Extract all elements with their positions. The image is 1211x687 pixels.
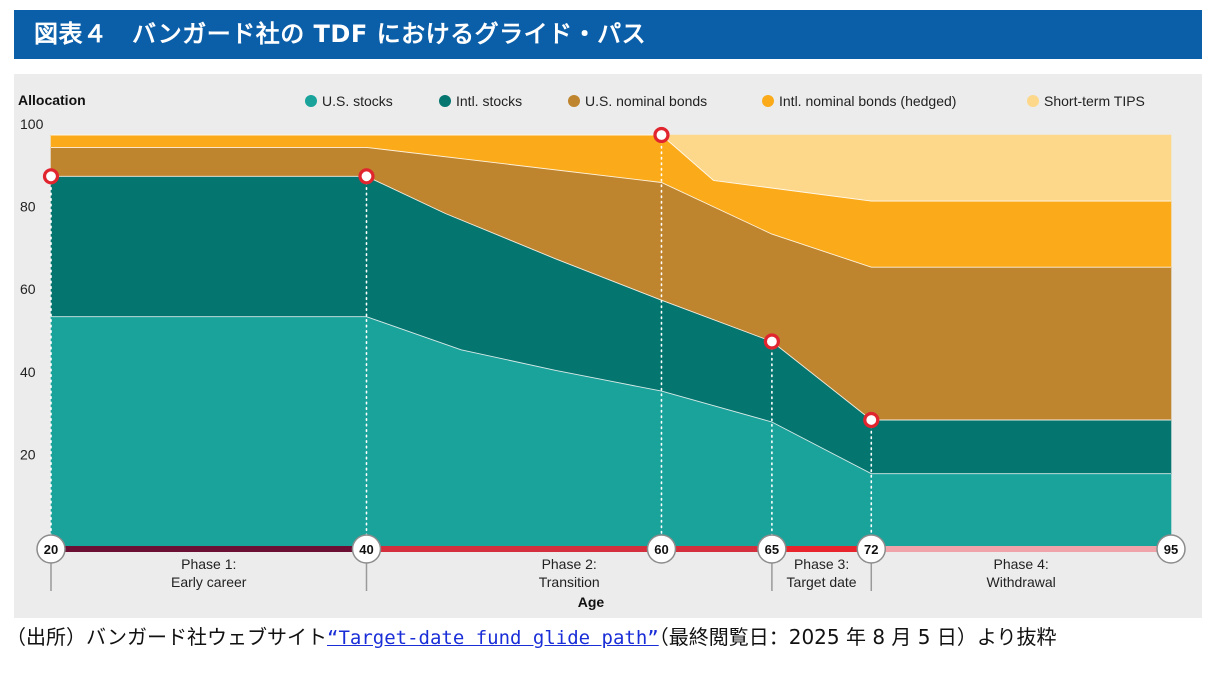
y-tick-label: 100 (20, 116, 44, 132)
phase-label-name-4: Withdrawal (987, 574, 1056, 590)
legend-swatch-4 (762, 95, 774, 107)
source-link[interactable]: “Target-date fund glide path” (327, 627, 659, 649)
phase-label-name-3: Target date (787, 574, 857, 590)
legend: U.S. stocks Intl. stocks U.S. nominal bond… (305, 93, 1145, 109)
y-tick-label: 20 (20, 446, 36, 462)
marker-layer (42, 126, 880, 429)
series-boundary-line (51, 134, 1171, 202)
age-axis: 20 40 60 65 72 95 (36, 534, 1186, 564)
legend-swatch-2 (439, 95, 451, 107)
age-circle-72 (856, 534, 887, 564)
series-boundary-line (51, 146, 1171, 268)
phase-label-title-3: Phase 3: (794, 556, 849, 572)
chart-panel: 20 40 60 80 100 U.S. stocks Intl. stocks U.S. … (14, 74, 1202, 618)
legend-swatch-1 (305, 95, 317, 107)
series-boundary-line (51, 175, 1171, 421)
age-label-40: 40 (359, 542, 373, 557)
figure-title: 図表４ バンガード社の TDF におけるグライド・パス (34, 20, 647, 48)
phase-label-name-1: Early career (171, 574, 247, 590)
phase-label-title-2: Phase 2: (542, 556, 597, 572)
series-boundary-line (51, 316, 1171, 475)
area-layer (50, 134, 1172, 549)
age-label-60: 60 (654, 542, 668, 557)
legend-label-5: Short-term TIPS (1044, 93, 1145, 109)
source-note: （出所）バンガード社ウェブサイト“Target-date fund glide … (6, 622, 1201, 654)
allocation-marker-2 (358, 168, 375, 185)
phase-timeline: Phase 1: Early career Phase 2: Transition Ph… (50, 546, 1171, 591)
phase-bar-2 (366, 546, 772, 552)
legend-swatch-3 (568, 95, 580, 107)
phase-label-title-4: Phase 4: (994, 556, 1049, 572)
age-circle-60 (646, 534, 677, 564)
legend-label-3: U.S. nominal bonds (585, 93, 707, 109)
age-circle-95 (1156, 534, 1186, 564)
phase-bar-4 (871, 546, 1171, 552)
y-axis-title: Allocation (18, 92, 86, 108)
phase-bar-1 (51, 546, 367, 552)
source-prefix: （出所）バンガード社ウェブサイト (6, 625, 327, 649)
age-circle-65 (757, 534, 787, 564)
allocation-marker-5 (863, 411, 880, 429)
y-axis: 20 40 60 80 100 (20, 116, 44, 462)
source-suffix: （最終閲覧日：2025 年 8 月 5 日）より抜粋 (658, 625, 1057, 649)
age-label-20: 20 (44, 542, 58, 557)
legend-label-1: U.S. stocks (322, 93, 393, 109)
y-tick-label: 40 (20, 364, 36, 380)
guide-line-layer (50, 140, 873, 536)
legend-label-2: Intl. stocks (456, 93, 522, 109)
x-axis-title: Age (578, 594, 605, 610)
age-circle-40 (351, 534, 382, 564)
allocation-marker-1 (42, 168, 60, 185)
phase-label-title-1: Phase 1: (181, 556, 236, 572)
title-bar: 図表４ バンガード社の TDF におけるグライド・パス (14, 10, 1202, 59)
age-circle-20 (36, 534, 66, 564)
legend-swatch-5 (1027, 95, 1039, 107)
age-label-95: 95 (1164, 542, 1178, 557)
phase-bar-3 (771, 546, 872, 552)
allocation-marker-4 (763, 333, 781, 350)
y-tick-label: 80 (20, 199, 36, 215)
phase-label-name-2: Transition (539, 574, 600, 590)
age-label-72: 72 (864, 542, 878, 557)
allocation-marker-3 (653, 126, 670, 144)
age-label-65: 65 (765, 542, 779, 557)
legend-label-4: Intl. nominal bonds (hedged) (779, 93, 956, 109)
y-tick-label: 60 (20, 281, 36, 297)
